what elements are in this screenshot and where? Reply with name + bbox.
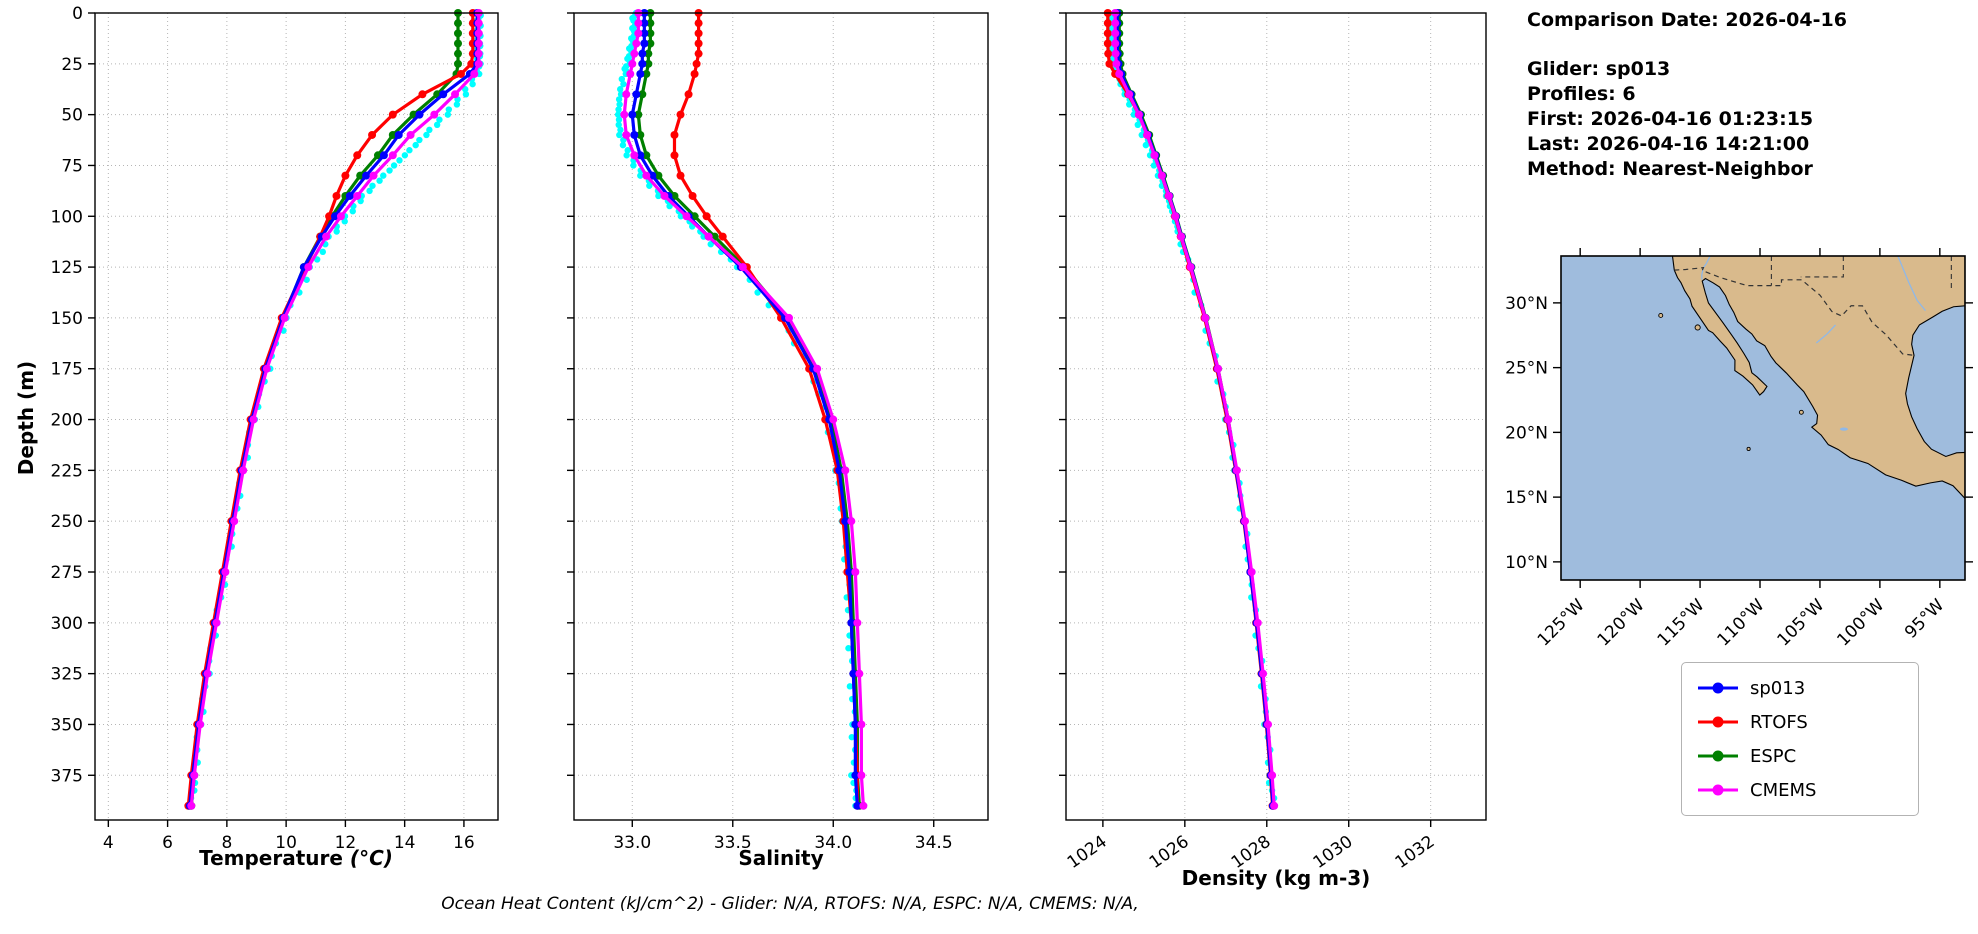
svg-text:110°W: 110°W xyxy=(1714,595,1769,650)
svg-text:15°N: 15°N xyxy=(1505,488,1548,508)
legend: sp013 RTOFS ESPC CMEMS xyxy=(1681,662,1919,816)
salinity-axis-label: Salinity xyxy=(738,846,824,870)
legend-line-marker-icon xyxy=(1698,682,1738,694)
method-text: Method: Nearest-Neighbor xyxy=(1527,158,1813,180)
svg-text:225: 225 xyxy=(51,461,83,481)
legend-item-espc: ESPC xyxy=(1696,739,1904,773)
subplot-0: 4 6 8 10 12 14 16 0 25 50 75 100 125 150 175 200 225 250 2… xyxy=(51,4,499,853)
svg-text:375: 375 xyxy=(51,766,83,786)
subplot-2: 1024 1026 1028 1030 1032 xyxy=(1059,9,1487,873)
svg-text:250: 250 xyxy=(51,512,83,532)
legend-label: RTOFS xyxy=(1750,711,1808,733)
svg-text:14: 14 xyxy=(394,833,416,853)
svg-text:95°W: 95°W xyxy=(1901,595,1948,642)
svg-text:175: 175 xyxy=(51,360,83,380)
svg-text:50: 50 xyxy=(61,106,83,126)
svg-text:120°W: 120°W xyxy=(1594,595,1649,650)
legend-line-marker-icon xyxy=(1698,716,1738,728)
comparison-date-text: Comparison Date: 2026-04-16 xyxy=(1527,9,1847,31)
temperature-axis-label: Temperature (°C) xyxy=(199,846,393,870)
svg-text:1032: 1032 xyxy=(1392,832,1439,873)
legend-line-marker-icon xyxy=(1698,750,1738,762)
svg-text:8: 8 xyxy=(221,833,232,853)
legend-item-cmems: CMEMS xyxy=(1696,773,1904,807)
svg-text:1024: 1024 xyxy=(1064,832,1111,873)
profiles-count-text: Profiles: 6 xyxy=(1527,83,1636,105)
svg-text:75: 75 xyxy=(61,156,83,176)
glider-id-text: Glider: sp013 xyxy=(1527,58,1671,80)
svg-text:20°N: 20°N xyxy=(1505,423,1548,443)
svg-text:100: 100 xyxy=(51,207,83,227)
legend-label: sp013 xyxy=(1750,677,1806,699)
density-axis-label: Density (kg m-3) xyxy=(1181,866,1371,890)
svg-text:125: 125 xyxy=(51,258,83,278)
svg-text:325: 325 xyxy=(51,665,83,685)
svg-text:4: 4 xyxy=(103,833,114,853)
legend-item-sp013: sp013 xyxy=(1696,671,1904,705)
svg-text:115°W: 115°W xyxy=(1654,595,1709,650)
ocean-heat-content-caption: Ocean Heat Content (kJ/cm^2) - Glider: N… xyxy=(441,894,1139,914)
last-profile-time-text: Last: 2026-04-16 14:21:00 xyxy=(1527,133,1810,155)
svg-text:150: 150 xyxy=(51,309,83,329)
location-map: 30°N 25°N 20°N 15°N 10°N 125°W 120°W 115°W 110°W… xyxy=(1505,248,1973,650)
svg-text:33.5: 33.5 xyxy=(714,833,752,853)
svg-text:25°N: 25°N xyxy=(1505,359,1548,379)
depth-axis-label: Depth (m) xyxy=(14,360,38,476)
svg-text:10°N: 10°N xyxy=(1505,553,1548,573)
legend-label: CMEMS xyxy=(1750,779,1817,801)
legend-label: ESPC xyxy=(1750,745,1797,767)
svg-text:0: 0 xyxy=(72,4,83,24)
svg-text:34.5: 34.5 xyxy=(915,833,953,853)
svg-text:30°N: 30°N xyxy=(1505,294,1548,314)
svg-text:34.0: 34.0 xyxy=(814,833,852,853)
legend-line-marker-icon xyxy=(1698,784,1738,796)
svg-text:275: 275 xyxy=(51,563,83,583)
subplot-1: 33.0 33.5 34.0 34.5 xyxy=(567,9,989,853)
svg-text:6: 6 xyxy=(162,833,173,853)
legend-item-rtofs: RTOFS xyxy=(1696,705,1904,739)
svg-text:12: 12 xyxy=(335,833,357,853)
svg-text:105°W: 105°W xyxy=(1773,595,1828,650)
svg-text:300: 300 xyxy=(51,614,83,634)
svg-text:125°W: 125°W xyxy=(1534,595,1589,650)
svg-text:10: 10 xyxy=(275,833,297,853)
svg-text:33.0: 33.0 xyxy=(613,833,651,853)
svg-text:25: 25 xyxy=(61,55,83,75)
svg-text:200: 200 xyxy=(51,411,83,431)
comparison-info-panel: Comparison Date: 2026-04-16 Glider: sp01… xyxy=(1527,8,1847,182)
svg-text:350: 350 xyxy=(51,715,83,735)
first-profile-time-text: First: 2026-04-16 01:23:15 xyxy=(1527,108,1814,130)
svg-text:100°W: 100°W xyxy=(1833,595,1888,650)
svg-text:16: 16 xyxy=(453,833,475,853)
